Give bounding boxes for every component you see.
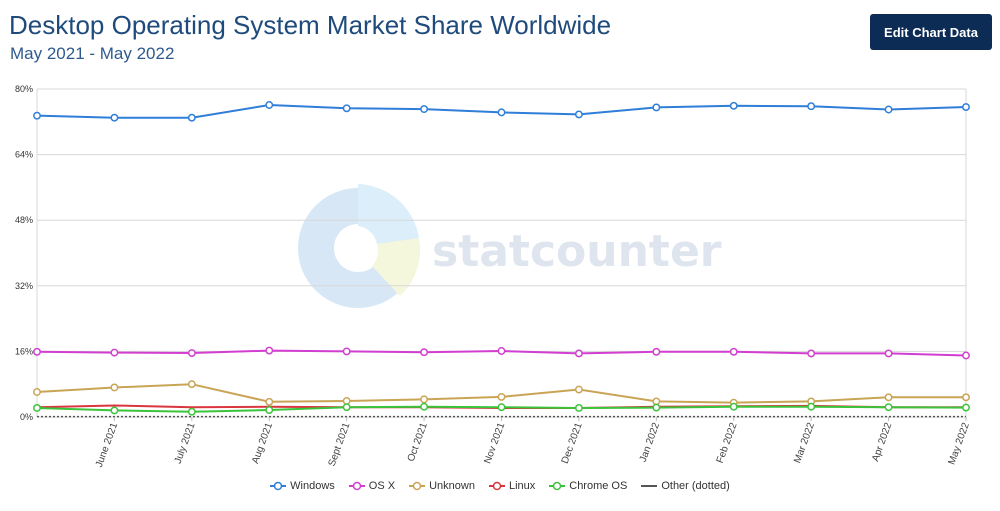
chart-legend: Windows OS X Unknown Linux Chrome OS Other (d…: [0, 480, 1000, 492]
y-tick-label: 80%: [15, 84, 33, 94]
x-tick-label: July 2021: [173, 421, 198, 465]
data-point-os-x[interactable]: [729, 347, 738, 356]
legend-label-other-dotted: Other (dotted): [661, 480, 730, 492]
data-point-unknown[interactable]: [187, 380, 196, 389]
data-point-chrome-os[interactable]: [265, 406, 274, 414]
legend-swatch-chrome-os: [549, 481, 566, 491]
legend-item-chrome-os[interactable]: Chrome OS: [549, 480, 627, 492]
data-point-os-x[interactable]: [33, 347, 41, 356]
data-point-windows[interactable]: [497, 108, 506, 117]
data-point-windows[interactable]: [420, 105, 429, 114]
data-point-unknown[interactable]: [110, 383, 119, 392]
data-point-unknown[interactable]: [420, 395, 429, 404]
watermark-logo-slice: [358, 184, 419, 244]
x-tick-label: Apr 2022: [870, 421, 894, 463]
x-tick-label: May 2022: [946, 421, 972, 466]
data-point-windows[interactable]: [807, 102, 816, 111]
data-point-chrome-os[interactable]: [187, 407, 196, 416]
legend-label-chrome-os: Chrome OS: [569, 480, 628, 492]
y-tick-label: 0%: [20, 412, 33, 422]
legend-swatch-other-dotted: [641, 485, 658, 487]
data-point-os-x[interactable]: [884, 349, 893, 358]
x-tick-label: Nov 2021: [482, 421, 507, 465]
legend-swatch-windows: [270, 481, 287, 491]
data-point-chrome-os[interactable]: [729, 402, 738, 411]
data-point-windows[interactable]: [342, 104, 351, 113]
data-point-os-x[interactable]: [342, 347, 351, 356]
data-point-chrome-os[interactable]: [962, 403, 970, 412]
legend-label-windows: Windows: [290, 480, 335, 492]
data-point-windows[interactable]: [962, 103, 970, 111]
edit-chart-data-button[interactable]: Edit Chart Data: [870, 14, 992, 50]
data-point-windows[interactable]: [33, 111, 41, 120]
data-point-chrome-os[interactable]: [33, 404, 41, 412]
watermark-logo-slice-2: [372, 238, 421, 296]
legend-label-linux: Linux: [508, 480, 536, 492]
data-point-chrome-os[interactable]: [884, 403, 893, 412]
data-point-os-x[interactable]: [187, 349, 196, 357]
y-tick-label: 32%: [15, 281, 33, 291]
legend-item-os-x[interactable]: OS X: [348, 480, 396, 492]
y-tick-label: 16%: [15, 346, 33, 356]
x-tick-label: Sept 2021: [327, 421, 353, 468]
data-point-os-x[interactable]: [110, 348, 119, 357]
data-point-os-x[interactable]: [962, 351, 970, 360]
x-tick-label: Mar 2022: [792, 421, 817, 465]
data-point-unknown[interactable]: [265, 397, 274, 406]
data-point-unknown[interactable]: [574, 385, 583, 394]
statcounter-watermark: statcounter: [298, 184, 722, 308]
chart-subtitle: May 2021 - May 2022: [10, 44, 175, 63]
data-point-chrome-os[interactable]: [652, 403, 661, 412]
y-tick-label: 64%: [15, 150, 33, 160]
legend-item-other-dotted[interactable]: Other (dotted): [641, 480, 730, 492]
data-point-os-x[interactable]: [497, 347, 506, 355]
legend-swatch-linux: [488, 481, 505, 491]
data-point-unknown[interactable]: [497, 392, 506, 401]
data-point-windows[interactable]: [265, 101, 274, 109]
legend-label-os-x: OS X: [368, 480, 396, 492]
data-point-os-x[interactable]: [807, 349, 816, 358]
data-point-windows[interactable]: [187, 113, 196, 122]
data-point-unknown[interactable]: [884, 393, 893, 402]
data-point-chrome-os[interactable]: [110, 406, 119, 415]
x-tick-label: June 2021: [94, 421, 120, 469]
data-point-windows[interactable]: [729, 101, 738, 110]
legend-item-windows[interactable]: Windows: [270, 480, 335, 492]
x-tick-label: Feb 2022: [715, 421, 740, 465]
data-point-windows[interactable]: [884, 105, 893, 114]
data-point-os-x[interactable]: [420, 348, 429, 357]
watermark-text: statcounter: [432, 226, 722, 277]
legend-item-linux[interactable]: Linux: [488, 480, 536, 492]
x-tick-label: Jan 2022: [638, 421, 663, 464]
data-point-chrome-os[interactable]: [807, 402, 816, 411]
legend-item-unknown[interactable]: Unknown: [409, 480, 475, 492]
data-point-windows[interactable]: [110, 113, 119, 122]
y-tick-label: 48%: [15, 215, 33, 225]
line-chart: statcounter 0% 16% 32% 48% 64% 80% June 2021 J…: [15, 84, 972, 469]
data-point-chrome-os[interactable]: [574, 404, 583, 412]
data-point-windows[interactable]: [574, 110, 583, 119]
data-point-chrome-os[interactable]: [497, 403, 506, 412]
data-point-unknown[interactable]: [962, 393, 970, 402]
legend-label-unknown: Unknown: [429, 480, 475, 492]
data-point-chrome-os[interactable]: [342, 403, 351, 412]
chart-title: Desktop Operating System Market Share Wo…: [9, 10, 612, 40]
x-tick-label: Aug 2021: [250, 421, 275, 465]
x-tick-label: Dec 2021: [560, 421, 585, 465]
legend-swatch-unknown: [409, 481, 426, 491]
data-point-os-x[interactable]: [652, 347, 661, 356]
data-point-chrome-os[interactable]: [420, 402, 429, 411]
data-point-windows[interactable]: [652, 103, 661, 112]
legend-swatch-os-x: [348, 481, 365, 491]
x-tick-label: Oct 2021: [406, 421, 430, 463]
data-point-os-x[interactable]: [265, 346, 274, 355]
data-point-unknown[interactable]: [33, 388, 41, 396]
data-point-os-x[interactable]: [574, 349, 583, 358]
